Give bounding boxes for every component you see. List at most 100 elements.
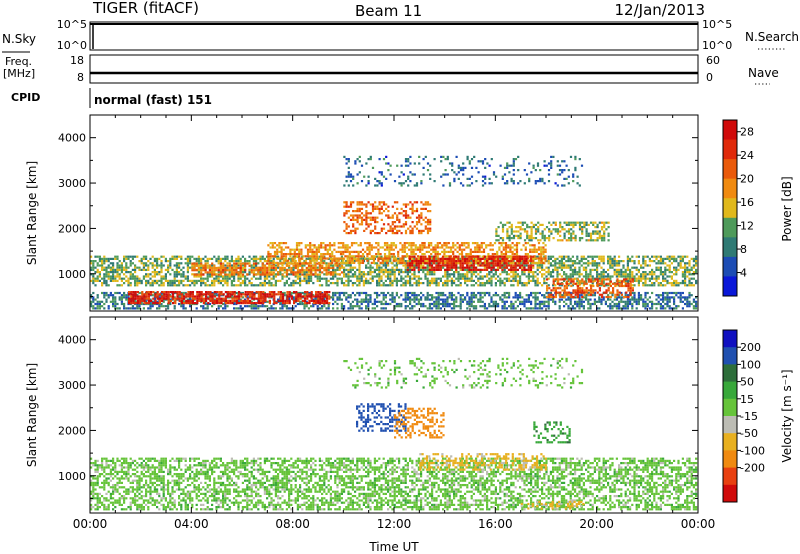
heatmap-cell bbox=[169, 264, 172, 267]
heatmap-cell bbox=[409, 300, 412, 303]
heatmap-cell bbox=[400, 294, 403, 297]
heatmap-cell bbox=[449, 255, 453, 258]
heatmap-cell bbox=[540, 246, 543, 249]
heatmap-cell bbox=[228, 273, 231, 276]
heatmap-cell bbox=[125, 279, 128, 282]
heatmap-cell bbox=[211, 275, 214, 278]
heatmap-cell bbox=[461, 273, 464, 276]
heatmap-cell bbox=[355, 242, 358, 245]
heatmap-cell bbox=[673, 302, 676, 306]
heatmap-cell bbox=[510, 307, 513, 310]
heatmap-cell bbox=[501, 294, 504, 297]
heatmap-cell bbox=[377, 257, 380, 260]
heatmap-cell bbox=[494, 273, 497, 276]
heatmap-cell bbox=[571, 271, 574, 274]
heatmap-cell bbox=[593, 268, 596, 271]
heatmap-cell bbox=[664, 284, 667, 287]
heatmap-cell bbox=[468, 300, 471, 303]
heatmap-cell bbox=[615, 264, 618, 267]
heatmap-cell bbox=[362, 257, 365, 260]
heatmap-cell bbox=[191, 273, 194, 276]
heatmap-cell bbox=[252, 273, 256, 276]
heatmap-cell bbox=[151, 282, 154, 285]
heatmap-cell bbox=[651, 273, 654, 276]
heatmap-cell bbox=[477, 264, 480, 267]
heatmap-cell bbox=[316, 273, 319, 276]
heatmap-cell bbox=[637, 300, 640, 303]
heatmap-cell bbox=[463, 248, 466, 251]
heatmap-cell bbox=[318, 269, 322, 272]
heatmap-cell bbox=[525, 275, 528, 278]
heatmap-cell bbox=[622, 266, 625, 269]
heatmap-cell bbox=[653, 255, 656, 258]
heatmap-cell bbox=[224, 257, 227, 260]
heatmap-cell bbox=[272, 266, 275, 270]
heatmap-cell bbox=[350, 257, 354, 260]
heatmap-cell bbox=[547, 266, 550, 269]
heatmap-cell bbox=[361, 261, 365, 264]
heatmap-cell bbox=[103, 296, 106, 299]
heatmap-cell bbox=[267, 244, 270, 247]
heatmap-cell bbox=[273, 302, 276, 305]
heatmap-cell bbox=[447, 250, 450, 253]
heatmap-cell bbox=[378, 300, 381, 303]
heatmap-cell bbox=[365, 298, 368, 301]
heatmap-cell bbox=[442, 266, 445, 269]
heatmap-cell bbox=[540, 248, 543, 251]
heatmap-cell bbox=[391, 266, 394, 269]
heatmap-cell bbox=[392, 244, 395, 247]
heatmap-cell bbox=[366, 259, 369, 262]
heatmap-cell bbox=[304, 244, 307, 247]
heatmap-cell bbox=[459, 296, 462, 299]
heatmap-cell bbox=[239, 284, 242, 287]
heatmap-cell bbox=[328, 248, 332, 251]
heatmap-cell bbox=[456, 242, 459, 245]
heatmap-cell bbox=[436, 250, 439, 253]
heatmap-cell bbox=[631, 296, 634, 299]
heatmap-cell bbox=[310, 279, 313, 282]
heatmap-cell bbox=[607, 284, 610, 287]
heatmap-cell bbox=[426, 294, 429, 297]
heatmap-cell bbox=[298, 250, 301, 253]
heatmap-cell bbox=[289, 261, 292, 264]
heatmap-cell bbox=[524, 253, 527, 256]
heatmap-cell bbox=[140, 282, 143, 285]
heatmap-cell bbox=[167, 297, 170, 300]
heatmap-cell bbox=[567, 257, 570, 260]
heatmap-cell bbox=[571, 255, 574, 258]
heatmap-cell bbox=[125, 264, 128, 267]
heatmap-cell bbox=[325, 269, 328, 272]
heatmap-cell bbox=[172, 302, 175, 305]
heatmap-cell bbox=[684, 284, 687, 287]
heatmap-cell bbox=[335, 257, 338, 260]
heatmap-cell bbox=[94, 279, 97, 282]
heatmap-cell bbox=[109, 268, 112, 271]
heatmap-cell bbox=[213, 255, 216, 258]
heatmap-cell bbox=[560, 275, 563, 278]
heatmap-cell bbox=[560, 284, 563, 287]
heatmap-cell bbox=[513, 253, 516, 256]
heatmap-cell bbox=[450, 277, 453, 280]
heatmap-cell bbox=[415, 266, 418, 269]
heatmap-cell bbox=[318, 271, 321, 274]
heatmap-cell bbox=[642, 255, 645, 258]
heatmap-cell bbox=[301, 279, 304, 282]
heatmap-cell bbox=[116, 257, 119, 260]
heatmap-cell bbox=[565, 275, 568, 278]
heatmap-cell bbox=[145, 302, 148, 305]
heatmap-cell bbox=[317, 244, 321, 247]
heatmap-cell bbox=[666, 282, 669, 285]
heatmap-cell bbox=[213, 271, 216, 274]
heatmap-cell bbox=[657, 296, 660, 299]
heatmap-cell bbox=[222, 277, 225, 280]
heatmap-cell bbox=[273, 295, 276, 298]
heatmap-cell bbox=[380, 268, 383, 271]
heatmap-cell bbox=[655, 298, 658, 301]
heatmap-cell bbox=[692, 277, 695, 280]
heatmap-cell bbox=[662, 305, 665, 308]
heatmap-cell bbox=[457, 305, 460, 308]
heatmap-cell bbox=[502, 253, 505, 256]
heatmap-cell bbox=[90, 273, 93, 276]
heatmap-cell bbox=[237, 257, 240, 260]
heatmap-cell bbox=[692, 260, 695, 263]
